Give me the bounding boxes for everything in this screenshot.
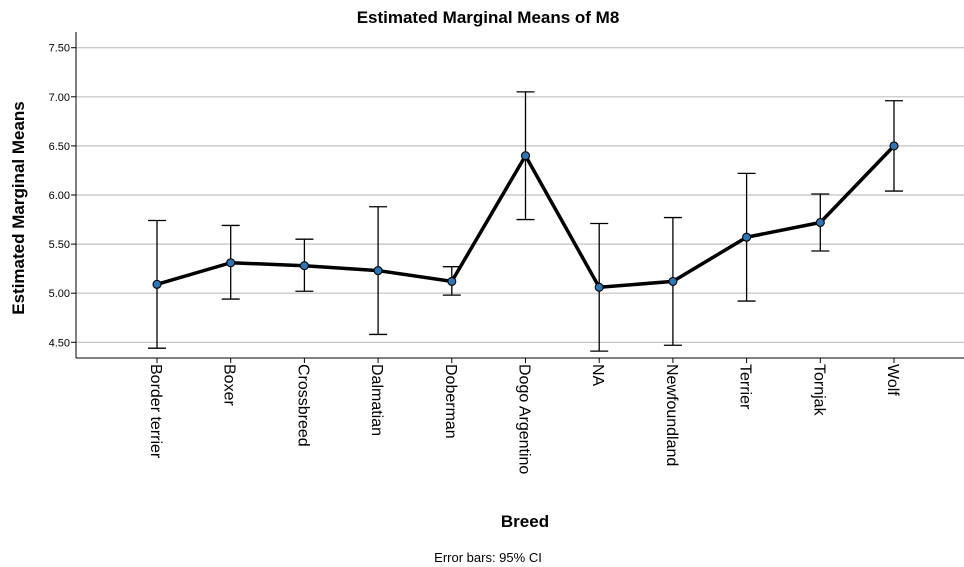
x-tick-label: Terrier — [737, 364, 754, 410]
data-point — [373, 266, 383, 276]
data-point — [742, 232, 752, 242]
grid-lines — [76, 47, 964, 343]
y-axis-title: Estimated Marginal Means — [9, 101, 28, 315]
data-point — [299, 261, 309, 271]
y-tick-label: 5.00 — [49, 288, 70, 300]
x-tick-label: NA — [589, 364, 606, 387]
x-tick-label: Boxer — [221, 364, 238, 406]
y-tick-label: 7.00 — [49, 92, 70, 104]
chart-title: Estimated Marginal Means of M8 — [357, 8, 620, 27]
x-tick-label: Border terrier — [147, 364, 164, 459]
x-tick-label: Dalmatian — [368, 364, 385, 436]
error-bars — [148, 91, 903, 352]
x-tick-label: Tornjak — [810, 364, 827, 417]
x-axis-ticks: Border terrier Boxer Crossbreed Dalmatian Do… — [147, 358, 901, 474]
data-point — [447, 276, 457, 286]
y-tick-label: 7.50 — [49, 43, 70, 55]
x-tick-label: Wolf — [884, 364, 901, 396]
data-point — [226, 258, 236, 268]
y-tick-label: 5.50 — [49, 239, 70, 251]
data-point — [594, 282, 604, 292]
y-tick-label: 6.50 — [49, 141, 70, 153]
x-tick-label: Dogo Argentino — [516, 364, 533, 474]
x-tick-label: Doberman — [442, 364, 459, 439]
x-tick-label: Crossbreed — [294, 364, 311, 447]
data-points — [152, 141, 899, 292]
data-point — [152, 279, 162, 289]
y-axis-ticks: 4.50 5.00 5.50 6.00 6.50 7.00 7.50 — [49, 43, 76, 349]
data-point — [889, 141, 899, 151]
y-tick-label: 4.50 — [49, 337, 70, 349]
footnote: Error bars: 95% CI — [434, 550, 542, 565]
data-point — [520, 151, 531, 161]
data-point — [815, 217, 825, 228]
y-tick-label: 6.00 — [49, 190, 70, 202]
data-point — [668, 276, 678, 286]
x-axis-title: Breed — [501, 512, 549, 531]
x-tick-label: Newfoundland — [663, 364, 680, 466]
